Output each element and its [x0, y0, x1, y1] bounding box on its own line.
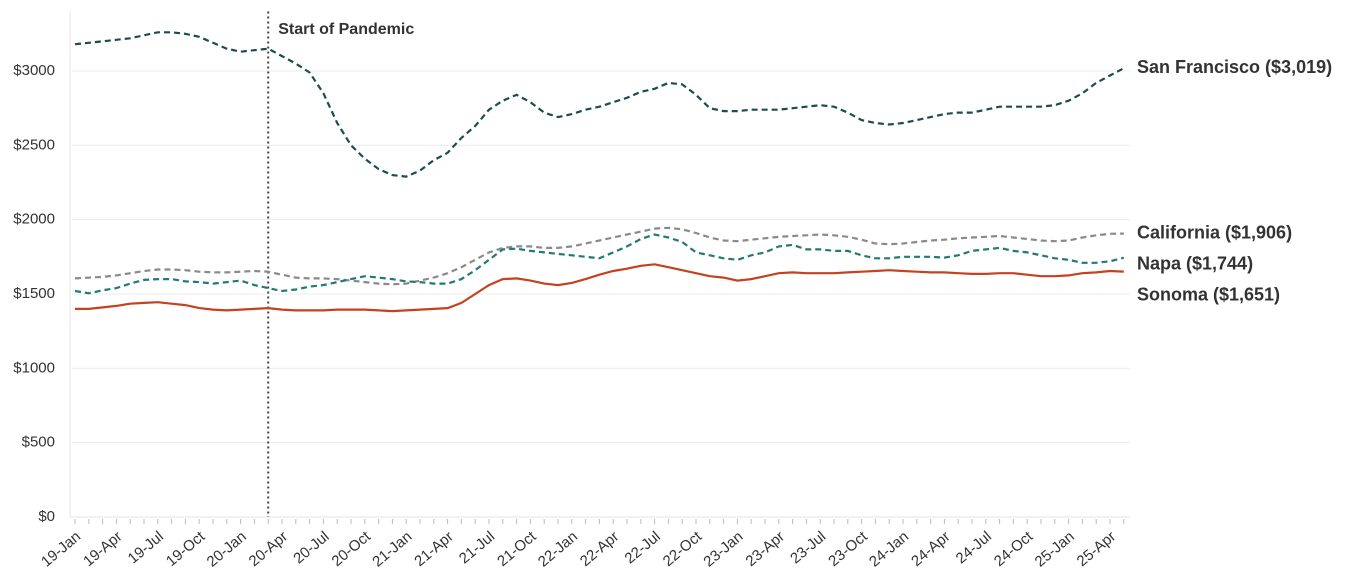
- x-tick-label: 22-Jan: [535, 528, 581, 571]
- y-tick-label: $1500: [13, 285, 55, 302]
- x-tick-label: 19-Oct: [163, 528, 209, 570]
- series-label: Napa ($1,744): [1137, 253, 1253, 273]
- series-label: San Francisco ($3,019): [1137, 57, 1332, 77]
- series-label: Sonoma ($1,651): [1137, 284, 1280, 304]
- y-tick-label: $0: [38, 508, 55, 525]
- x-tick-label: 20-Oct: [329, 528, 375, 570]
- x-tick-label: 24-Apr: [908, 528, 953, 570]
- x-tick-label: 20-Apr: [246, 528, 291, 570]
- x-tick-label: 24-Jul: [953, 528, 995, 567]
- x-tick-label: 19-Jul: [125, 528, 167, 567]
- x-tick-label: 22-Oct: [660, 528, 706, 570]
- x-tick-label: 19-Jan: [38, 528, 84, 571]
- x-tick-label: 21-Apr: [411, 528, 456, 570]
- series-line: [74, 233, 1125, 295]
- x-tick-label: 23-Jan: [700, 528, 746, 571]
- y-tick-label: $2000: [13, 211, 55, 228]
- y-tick-label: $3000: [13, 62, 55, 79]
- x-tick-label: 21-Jul: [456, 528, 498, 567]
- x-tick-label: 22-Jul: [621, 528, 663, 567]
- x-tick-label: 25-Apr: [1074, 528, 1119, 570]
- x-tick-label: 22-Apr: [577, 528, 622, 570]
- y-tick-label: $1000: [13, 359, 55, 376]
- series-line: [75, 263, 1124, 313]
- x-tick-label: 23-Apr: [742, 528, 787, 570]
- x-tick-label: 19-Apr: [80, 528, 125, 570]
- x-tick-label: 20-Jul: [290, 528, 332, 567]
- y-tick-label: $500: [22, 434, 55, 451]
- annotation-label: Start of Pandemic: [278, 21, 414, 38]
- x-tick-label: 24-Jan: [866, 528, 912, 571]
- x-tick-label: 23-Jul: [787, 528, 829, 567]
- series-label: California ($1,906): [1137, 222, 1292, 242]
- y-tick-label: $2500: [13, 136, 55, 153]
- x-tick-label: 21-Oct: [494, 528, 540, 570]
- x-tick-label: 23-Oct: [825, 528, 871, 570]
- x-tick-label: 25-Jan: [1032, 528, 1078, 571]
- x-tick-label: 24-Oct: [991, 528, 1037, 570]
- series-line: [74, 226, 1124, 286]
- x-tick-label: 20-Jan: [204, 528, 250, 571]
- x-tick-label: 21-Jan: [369, 528, 415, 571]
- series-line: [74, 31, 1125, 178]
